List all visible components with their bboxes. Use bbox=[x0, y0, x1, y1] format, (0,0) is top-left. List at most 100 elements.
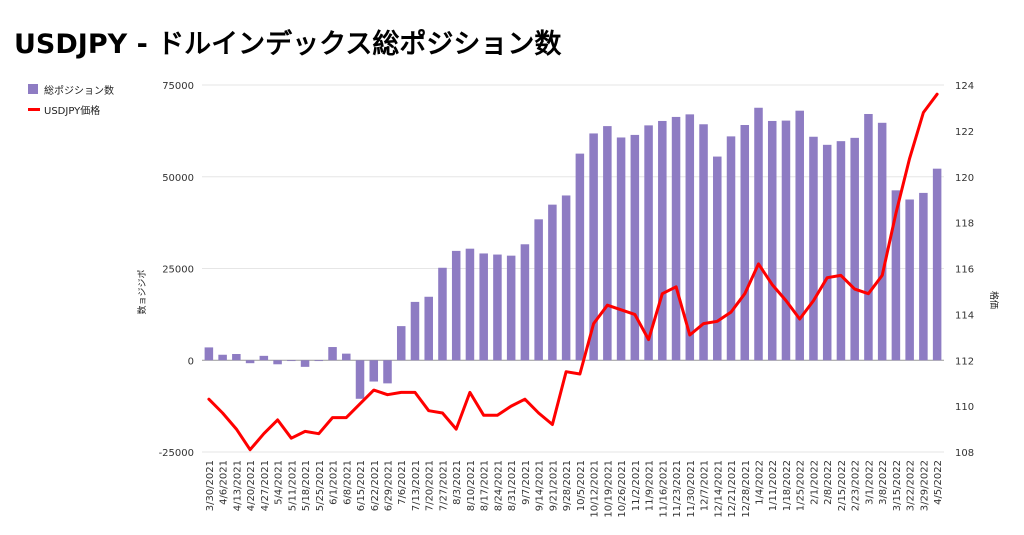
x-tick-45: 2/8/2022 bbox=[823, 460, 834, 505]
x-axis-ticks: 3/30/2021 4/6/2021 4/13/2021 4/20/2021 4/27/… bbox=[205, 460, 944, 518]
x-tick-9: 6/1/2021 bbox=[329, 460, 340, 505]
legend-label-bars: 総ポジション数 bbox=[44, 85, 114, 97]
x-tick-19: 8/10/2021 bbox=[466, 460, 477, 511]
left-tick-4: 75000 bbox=[162, 81, 194, 92]
bar-39 bbox=[740, 125, 750, 361]
x-tick-40: 1/4/2022 bbox=[755, 460, 766, 505]
bar-48 bbox=[864, 113, 873, 361]
x-tick-36: 12/7/2021 bbox=[700, 460, 711, 511]
bar-46 bbox=[836, 141, 846, 361]
bar-24 bbox=[534, 219, 543, 361]
bar-29 bbox=[603, 126, 612, 361]
x-tick-3: 4/20/2021 bbox=[246, 460, 257, 511]
bar-34 bbox=[671, 116, 681, 361]
right-tick-5: 118 bbox=[955, 219, 974, 230]
bar-47 bbox=[850, 137, 859, 361]
gridlines bbox=[202, 84, 944, 453]
x-tick-20: 8/17/2021 bbox=[480, 460, 491, 511]
right-tick-1: 110 bbox=[955, 402, 974, 413]
bar-9 bbox=[328, 347, 337, 361]
right-tick-3: 114 bbox=[955, 310, 974, 321]
left-axis-title: 数ョジジポ bbox=[136, 269, 148, 314]
x-tick-51: 3/22/2022 bbox=[906, 460, 917, 511]
bar-30 bbox=[616, 137, 626, 361]
x-tick-37: 12/14/2021 bbox=[713, 460, 724, 518]
x-tick-8: 5/25/2021 bbox=[315, 460, 326, 511]
bar-18 bbox=[451, 250, 461, 361]
bar-13 bbox=[383, 360, 392, 384]
bar-42 bbox=[781, 120, 791, 361]
bar-49 bbox=[877, 122, 887, 361]
x-tick-41: 1/11/2022 bbox=[768, 460, 779, 511]
bar-40 bbox=[754, 107, 763, 361]
bar-1 bbox=[218, 354, 227, 361]
bar-5 bbox=[273, 360, 282, 365]
bar-51 bbox=[905, 199, 914, 361]
x-tick-17: 7/27/2021 bbox=[439, 460, 450, 511]
x-tick-30: 10/26/2021 bbox=[617, 460, 628, 518]
bar-50 bbox=[891, 190, 901, 361]
left-tick-3: 50000 bbox=[162, 173, 194, 184]
price-line bbox=[207, 92, 939, 452]
x-tick-48: 3/1/2022 bbox=[864, 460, 875, 505]
x-tick-27: 10/5/2021 bbox=[576, 460, 587, 511]
bar-20 bbox=[479, 253, 488, 361]
right-tick-7: 122 bbox=[955, 127, 974, 138]
x-tick-22: 8/31/2021 bbox=[507, 460, 518, 511]
bar-19 bbox=[465, 248, 475, 361]
x-tick-5: 5/4/2021 bbox=[274, 460, 285, 505]
right-tick-0: 108 bbox=[955, 448, 974, 459]
x-tick-13: 6/29/2021 bbox=[384, 460, 395, 511]
bar-2 bbox=[232, 354, 241, 361]
x-tick-47: 2/23/2022 bbox=[851, 460, 862, 511]
bar-32 bbox=[644, 125, 653, 361]
legend: 総ポジション数 USDJPY価格 bbox=[28, 79, 114, 119]
bar-8 bbox=[314, 360, 324, 362]
bar-7 bbox=[300, 360, 310, 367]
chart-title: USDJPY - ドルインデックス総ポジション数 bbox=[14, 29, 562, 60]
x-tick-33: 11/16/2021 bbox=[658, 460, 669, 518]
x-tick-21: 8/24/2021 bbox=[493, 460, 504, 511]
bar-12 bbox=[369, 360, 379, 382]
x-tick-50: 3/15/2022 bbox=[892, 460, 903, 511]
x-tick-46: 2/15/2022 bbox=[837, 460, 848, 511]
bar-52 bbox=[919, 192, 928, 361]
bar-21 bbox=[493, 254, 502, 361]
x-tick-53: 4/5/2022 bbox=[933, 460, 944, 505]
right-tick-8: 124 bbox=[955, 81, 974, 92]
x-tick-26: 9/28/2021 bbox=[562, 460, 573, 511]
x-tick-44: 2/1/2022 bbox=[810, 460, 821, 505]
bar-33 bbox=[658, 120, 667, 361]
x-tick-10: 6/8/2021 bbox=[342, 460, 353, 505]
legend-swatch-bars bbox=[28, 84, 38, 94]
x-tick-35: 11/30/2021 bbox=[686, 460, 697, 518]
x-tick-31: 11/2/2021 bbox=[631, 460, 642, 511]
bar-6 bbox=[287, 360, 296, 362]
x-tick-1: 4/6/2021 bbox=[219, 460, 230, 505]
bar-25 bbox=[548, 204, 557, 361]
x-tick-15: 7/13/2021 bbox=[411, 460, 422, 511]
right-axis-title: 格価 bbox=[988, 291, 1000, 309]
bar-0 bbox=[204, 347, 214, 361]
x-tick-4: 4/27/2021 bbox=[260, 460, 271, 511]
x-tick-16: 7/20/2021 bbox=[425, 460, 436, 511]
left-tick-1: 0 bbox=[188, 356, 194, 367]
bar-28 bbox=[589, 133, 598, 361]
bar-26 bbox=[561, 195, 571, 361]
bar-43 bbox=[795, 110, 804, 361]
x-tick-14: 7/6/2021 bbox=[397, 460, 408, 505]
bar-4 bbox=[259, 355, 269, 361]
x-tick-12: 6/22/2021 bbox=[370, 460, 381, 511]
x-tick-43: 1/25/2022 bbox=[796, 460, 807, 511]
x-tick-24: 9/14/2021 bbox=[535, 460, 546, 511]
x-tick-11: 6/15/2021 bbox=[356, 460, 367, 511]
x-tick-23: 9/7/2021 bbox=[521, 460, 532, 505]
legend-item-line: USDJPY価格 bbox=[28, 99, 114, 119]
x-tick-52: 3/29/2022 bbox=[919, 460, 930, 511]
bar-3 bbox=[245, 360, 255, 364]
left-axis-ticks: -25000 0 25000 50000 75000 bbox=[159, 81, 194, 459]
legend-item-bars: 総ポジション数 bbox=[28, 79, 114, 99]
x-tick-29: 10/19/2021 bbox=[603, 460, 614, 518]
bar-17 bbox=[438, 267, 447, 361]
